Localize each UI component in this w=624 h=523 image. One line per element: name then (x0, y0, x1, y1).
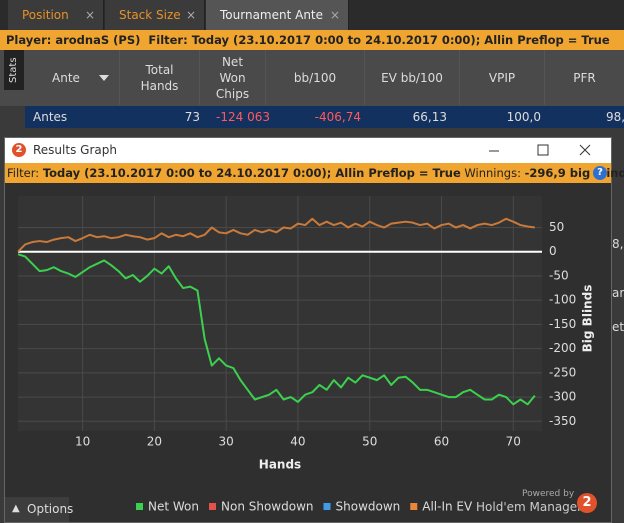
tab-label: Position (22, 8, 69, 22)
tab[interactable]: Stack Size × (105, 0, 205, 30)
x-tick-label: 30 (219, 435, 234, 449)
filter-bar: Player: arodnaS (PS) Filter: Today (23.1… (0, 30, 624, 50)
column-header[interactable]: EV bb/100 (365, 50, 460, 105)
filter-label: Filter: (7, 166, 40, 180)
cell: 66,13 (412, 110, 447, 124)
legend-label: Net Won (148, 500, 199, 514)
y-axis-label: Big Blinds (581, 285, 595, 353)
y-tick-label: -150 (549, 317, 576, 331)
column-label: EV bb/100 (381, 70, 443, 85)
cell: 100,0 (506, 110, 541, 124)
window-title: Results Graph (33, 143, 117, 157)
x-tick-label: 10 (75, 435, 90, 449)
column-header[interactable]: VPIP (460, 50, 545, 105)
x-axis-label: Hands (259, 458, 301, 472)
y-tick-label: -50 (549, 268, 569, 282)
cell: -406,74 (314, 110, 361, 124)
x-tick-label: 20 (147, 435, 162, 449)
background-text: 8,4 (612, 237, 624, 251)
tab-label: Tournament Ante (220, 8, 324, 22)
tab[interactable]: Tournament Ante × (206, 0, 349, 30)
brand-mark: 2 (577, 493, 597, 513)
column-label: bb/100 (293, 70, 337, 85)
x-tick-label: 70 (506, 435, 521, 449)
cell: 73 (184, 110, 200, 124)
column-header[interactable]: bb/100 (266, 50, 365, 105)
column-label: Total Hands (140, 62, 179, 93)
column-label: PFR (573, 70, 596, 85)
column-header[interactable]: Ante (25, 50, 120, 105)
tab-label: Stack Size (119, 8, 181, 22)
y-tick-label: -200 (549, 341, 576, 355)
options-label: Options (27, 502, 74, 516)
player: Player: arodnaS (PS) (6, 33, 141, 47)
table-row[interactable] (25, 106, 624, 128)
y-tick-label: -250 (549, 365, 576, 379)
options-button[interactable]: ▲ Options (5, 497, 73, 522)
window-filter-bar: Filter: Today (23.10.2017 0:00 to 24.10.… (5, 163, 624, 183)
y-tick-label: -300 (549, 390, 576, 404)
column-header[interactable]: Net Won Chips (200, 50, 266, 105)
column-label: VPIP (488, 70, 516, 85)
window-buttons[interactable] (485, 141, 595, 159)
series-line (17, 253, 536, 406)
legend-label: Showdown (336, 500, 401, 514)
x-tick-label: 50 (362, 435, 377, 449)
plot-area (18, 196, 542, 431)
legend-swatch (410, 503, 418, 510)
y-tick-label: -100 (549, 293, 576, 307)
cell: 98, (606, 110, 624, 124)
powered-by: Powered by (522, 489, 575, 499)
filter: Filter: Today (23.10.2017 0:00 to 24.10.… (148, 33, 610, 47)
cell: -124 063 (216, 110, 270, 124)
y-tick-label: -350 (549, 414, 576, 428)
window-icon: 2 (12, 143, 26, 157)
legend-swatch (136, 503, 143, 510)
tab[interactable]: Position × (8, 0, 104, 30)
cell: Antes (33, 110, 68, 124)
title-bar (5, 138, 611, 163)
x-tick-label: 60 (434, 435, 449, 449)
column-label: Net Won Chips (215, 54, 250, 101)
x-tick-label: 40 (290, 435, 305, 449)
legend-swatch (323, 503, 331, 510)
brand: Hold'em Manager (476, 500, 583, 514)
column-label: Ante (52, 70, 80, 85)
column-header[interactable]: Total Hands (120, 50, 200, 105)
y-tick-label: 50 (549, 220, 564, 234)
winnings-label: Winnings: (464, 166, 521, 180)
background-text: ard (612, 286, 624, 300)
column-header[interactable]: PFR (545, 50, 624, 105)
background-text: et (612, 320, 624, 334)
legend-label: All-In EV (422, 500, 473, 514)
filter: Today (23.10.2017 0:00 to 24.10.2017 0:0… (42, 166, 461, 180)
legend-swatch (209, 503, 216, 510)
legend-label: Non Showdown (221, 500, 314, 514)
y-tick-label: 0 (549, 244, 557, 258)
series-line (17, 217, 535, 253)
